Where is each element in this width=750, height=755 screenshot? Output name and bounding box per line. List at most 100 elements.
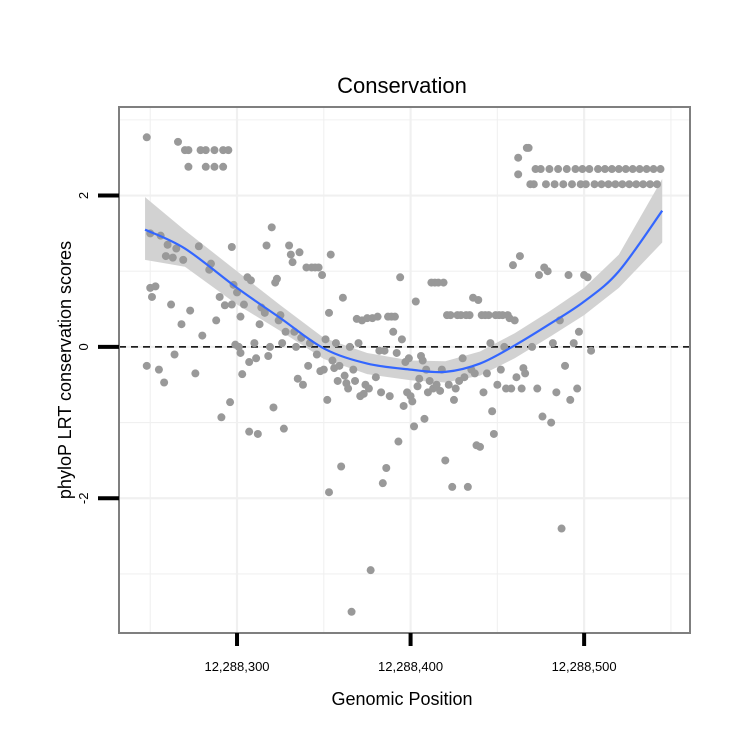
data-point (382, 464, 391, 473)
data-point (186, 306, 195, 315)
data-point (524, 143, 533, 152)
data-point (338, 293, 347, 302)
data-point (246, 276, 255, 285)
data-point (236, 348, 245, 357)
panel-border (118, 106, 691, 634)
data-point (517, 384, 526, 393)
data-point (614, 165, 623, 174)
data-point (512, 373, 521, 382)
data-point (554, 165, 563, 174)
data-point (325, 308, 334, 317)
confidence-band (145, 178, 663, 383)
data-point (536, 165, 545, 174)
data-point (351, 376, 360, 385)
data-point (538, 412, 547, 421)
data-point (371, 373, 380, 382)
data-point (210, 162, 219, 171)
data-point (288, 258, 297, 267)
data-point (441, 456, 450, 465)
data-point (217, 413, 226, 422)
data-point (191, 369, 200, 378)
data-point (548, 339, 557, 348)
data-point (220, 301, 229, 310)
data-point (252, 354, 261, 363)
data-point (600, 165, 609, 174)
data-point (333, 376, 342, 385)
data-point (562, 165, 571, 174)
data-point (625, 180, 634, 189)
data-point (390, 312, 399, 321)
data-point (264, 351, 273, 360)
data-point (349, 365, 358, 374)
data-point (510, 316, 519, 325)
data-point (279, 424, 288, 433)
data-point (561, 361, 570, 370)
data-point (564, 271, 573, 280)
data-point (415, 374, 424, 383)
data-point (566, 395, 575, 404)
data-point (444, 380, 453, 389)
data-point (559, 180, 568, 189)
y-axis-label: phyloP LRT conservation scores (55, 241, 75, 499)
data-point (392, 348, 401, 357)
data-point (335, 361, 344, 370)
data-point (293, 374, 302, 383)
data-point (552, 388, 561, 397)
y-tick-label: -2 (76, 493, 91, 505)
smooth-trend-line (144, 210, 664, 374)
data-point (378, 479, 387, 488)
data-point (396, 273, 405, 282)
data-point (215, 292, 224, 301)
data-point (488, 407, 497, 416)
data-point (245, 427, 254, 436)
data-point (420, 414, 429, 423)
data-point (646, 180, 655, 189)
data-point (550, 180, 559, 189)
data-point (160, 378, 169, 387)
data-point (337, 462, 346, 471)
data-point (198, 331, 207, 340)
data-point (219, 162, 228, 171)
data-point (269, 403, 278, 412)
data-point (489, 429, 498, 438)
data-point (295, 248, 304, 257)
data-point (154, 365, 163, 374)
data-point (286, 250, 295, 259)
data-point (345, 342, 354, 351)
data-point (465, 311, 474, 320)
data-point (508, 261, 517, 270)
data-point (496, 365, 505, 374)
data-point (267, 223, 276, 232)
data-point (236, 312, 245, 321)
data-point (394, 437, 403, 446)
data-point (227, 300, 236, 309)
data-point (224, 146, 233, 155)
data-point (656, 165, 665, 174)
data-point (408, 397, 417, 406)
data-point (621, 165, 630, 174)
data-point (321, 335, 330, 344)
data-point (399, 401, 408, 410)
data-point (331, 339, 340, 348)
data-point (460, 373, 469, 382)
data-point (535, 271, 544, 280)
data-point (470, 369, 479, 378)
data-point (364, 384, 373, 393)
data-point (328, 356, 337, 365)
data-point (184, 162, 193, 171)
data-point (281, 327, 290, 336)
data-point (312, 350, 321, 359)
data-point (653, 180, 662, 189)
data-point (574, 327, 583, 336)
data-point (142, 361, 151, 370)
data-point (451, 384, 460, 393)
data-point (529, 180, 538, 189)
data-point (533, 384, 542, 393)
data-point (304, 361, 313, 370)
data-point (514, 153, 523, 162)
data-point (557, 524, 566, 533)
data-point (325, 488, 334, 497)
data-point (475, 442, 484, 451)
data-point (567, 180, 576, 189)
